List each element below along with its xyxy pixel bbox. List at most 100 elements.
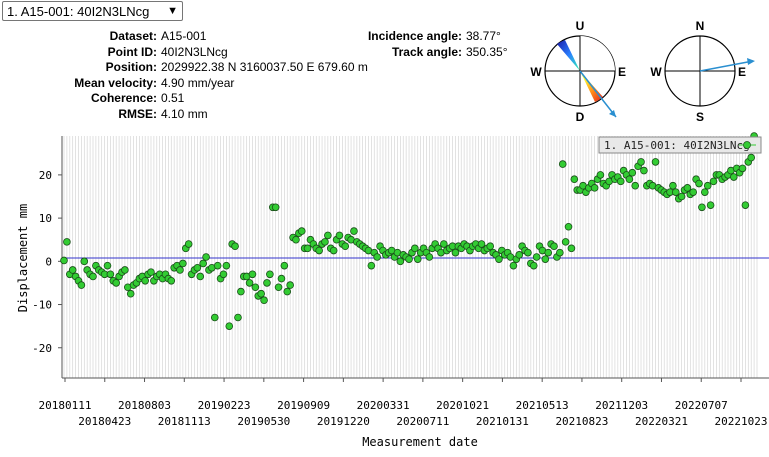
data-point (695, 179, 703, 188)
info-value: A15-001 (161, 29, 207, 43)
data-point (350, 227, 358, 235)
data-point (570, 175, 579, 184)
data-point (234, 313, 242, 322)
data-point (747, 153, 756, 162)
data-point (271, 203, 280, 212)
info-value: 0.51 (161, 91, 185, 106)
data-point (411, 244, 419, 253)
data-point (251, 283, 260, 292)
data-point (303, 244, 312, 253)
x-tick-label-upper: 20220707 (675, 399, 728, 412)
data-point (324, 231, 332, 240)
data-point (367, 261, 376, 270)
angle-value: 350.35° (466, 44, 508, 59)
compass-west-label: W (650, 65, 662, 79)
data-point (689, 188, 698, 196)
data-point (237, 287, 245, 296)
data-point (80, 257, 89, 266)
data-point (179, 259, 187, 268)
data-point (741, 201, 750, 209)
data-point (280, 261, 289, 270)
displacement-chart[interactable]: 20 10 0 -10 -20 20180111 20180803 20190223 2019… (0, 128, 769, 457)
data-point (556, 248, 564, 257)
data-point (706, 201, 715, 209)
legend-marker-icon (743, 141, 751, 149)
dataset-select[interactable]: 1. A15-001: 40I2N3LNcg ▼ (2, 1, 183, 21)
compass-up-label: U (576, 19, 585, 33)
data-point (590, 184, 599, 192)
data-point (274, 283, 283, 292)
data-point (89, 272, 97, 281)
chart-legend[interactable]: 1. A15-001: 40I2N3LNcg (598, 136, 762, 154)
data-point (564, 222, 573, 231)
data-point (315, 246, 323, 255)
legend-label: 1. A15-001: 40I2N3LNcg (604, 139, 750, 152)
data-point (213, 261, 222, 270)
data-point (669, 181, 677, 190)
info-label: Point ID: (107, 44, 157, 59)
data-point (515, 251, 524, 259)
x-tick-label-lower: 20181113 (158, 415, 211, 428)
data-point (257, 289, 265, 298)
data-points (60, 132, 761, 330)
incidence-compass: U D W E (530, 19, 626, 124)
y-tick-label: 20 (39, 169, 52, 182)
data-point (616, 177, 625, 186)
data-point (335, 231, 344, 240)
data-point (738, 164, 747, 173)
data-point (126, 289, 135, 298)
data-point (524, 248, 532, 257)
y-tick-label: -20 (32, 342, 52, 355)
x-axis-ticks: 20180111 20180803 20190223 20190909 20200331… (39, 378, 768, 428)
data-point (184, 240, 193, 248)
y-tick-label: 0 (45, 255, 52, 268)
data-point (245, 279, 254, 287)
compass-west-label: W (530, 65, 542, 79)
compass-down-label: D (576, 110, 585, 124)
data-point (277, 274, 286, 283)
angle-label: Track angle: (391, 44, 462, 59)
data-point (248, 270, 257, 279)
data-point (321, 238, 329, 246)
data-point (222, 261, 231, 270)
compass-east-label: E (738, 65, 746, 79)
data-point (550, 242, 558, 250)
data-point (231, 242, 239, 250)
data-point (292, 235, 300, 244)
data-point (106, 270, 115, 279)
data-point (329, 246, 338, 255)
data-point (567, 244, 576, 253)
data-point (167, 276, 176, 285)
x-tick-label-lower: 20220321 (635, 415, 688, 428)
x-tick-label-lower: 20210131 (476, 415, 529, 428)
info-value: 40I2N3LNcg (161, 44, 228, 59)
data-point (196, 272, 205, 281)
data-point (631, 181, 640, 190)
data-point (141, 276, 149, 285)
x-tick-label-lower: 20221023 (715, 415, 768, 428)
info-value: 4.10 mm (161, 106, 208, 121)
x-tick-label-upper: 20190909 (277, 399, 330, 412)
data-point (112, 279, 120, 287)
track-compass: N S W E (650, 19, 755, 124)
angle-value: 38.77° (466, 29, 501, 43)
data-point (373, 253, 381, 261)
x-tick-label-lower: 20190530 (237, 415, 290, 428)
y-axis-ticks: 20 10 0 -10 -20 (32, 169, 62, 355)
data-point (477, 240, 486, 248)
info-label: Mean velocity: (74, 75, 157, 90)
x-tick-label-upper: 20200331 (357, 399, 410, 412)
info-label: Position: (105, 60, 157, 75)
data-point (529, 261, 538, 270)
x-tick-label-lower: 20191220 (317, 415, 370, 428)
data-point (405, 255, 413, 263)
data-point (283, 287, 292, 296)
x-tick-label-upper: 20180111 (39, 399, 92, 412)
data-point (541, 255, 550, 263)
data-point (68, 266, 77, 274)
x-tick-label-upper: 20210513 (516, 399, 569, 412)
info-label: Coherence: (90, 91, 157, 106)
data-point (698, 203, 706, 212)
data-point (701, 188, 709, 196)
data-point (730, 173, 738, 181)
